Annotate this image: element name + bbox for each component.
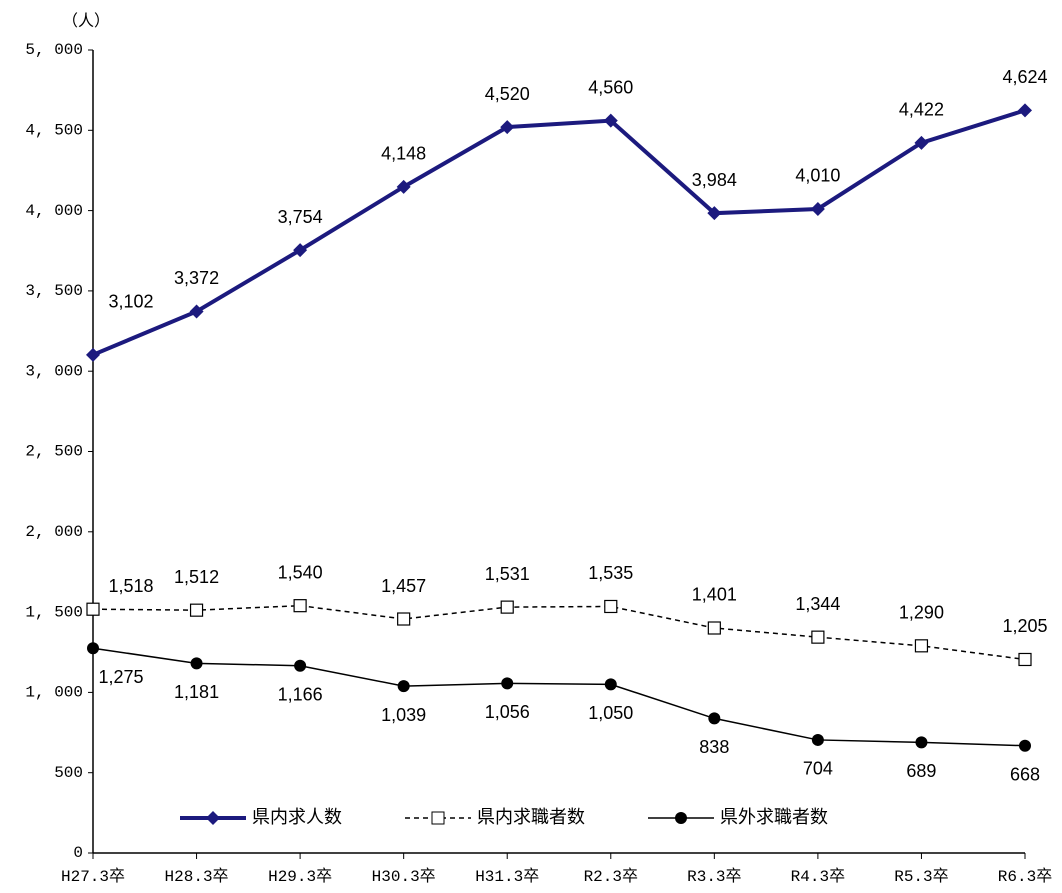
data-point <box>501 677 514 690</box>
data-point <box>189 304 204 319</box>
x-tick-label: H31.3卒 <box>475 867 539 886</box>
legend-marker <box>431 811 445 825</box>
series-line <box>92 647 1026 747</box>
data-point <box>811 630 825 644</box>
data-point <box>397 680 410 693</box>
x-tick-label: R5.3卒 <box>894 867 948 886</box>
y-tick-label: 4, 000 <box>25 202 83 220</box>
data-point <box>1018 652 1032 667</box>
data-point <box>293 599 307 613</box>
legend-label: 県外求職者数 <box>720 807 828 827</box>
data-point <box>1019 739 1031 752</box>
y-tick-label: 3, 500 <box>25 282 83 300</box>
data-label: 704 <box>803 759 833 779</box>
data-label: 689 <box>906 761 936 781</box>
data-point <box>190 657 203 670</box>
data-point <box>396 179 411 194</box>
data-label: 1,050 <box>588 703 633 723</box>
y-tick-label: 2, 000 <box>25 523 83 541</box>
data-label: 1,531 <box>485 564 530 584</box>
legend-label: 県内求人数 <box>252 807 342 827</box>
data-label: 1,056 <box>485 702 530 722</box>
y-tick-label: 5, 000 <box>25 41 83 59</box>
data-point <box>810 201 825 216</box>
data-label: 4,624 <box>1002 67 1047 87</box>
data-point <box>293 243 308 258</box>
data-label: 3,754 <box>278 207 323 227</box>
y-tick-label: 0 <box>73 844 83 862</box>
data-point <box>708 712 721 725</box>
x-tick-label: R3.3卒 <box>687 867 741 886</box>
y-tick-label: 500 <box>54 764 83 782</box>
data-point <box>603 113 618 128</box>
y-tick-label: 1, 000 <box>25 684 83 702</box>
data-label: 1,275 <box>98 667 143 687</box>
x-tick-label: R4.3卒 <box>791 867 845 886</box>
data-label: 4,560 <box>588 77 633 97</box>
data-point <box>915 736 928 749</box>
y-unit-label: （人） <box>62 12 110 31</box>
data-point <box>604 599 618 614</box>
data-label: 3,984 <box>692 170 737 190</box>
y-tick-label: 1, 500 <box>25 603 83 621</box>
y-tick-label: 2, 500 <box>25 443 83 461</box>
y-tick-label: 3, 000 <box>25 362 83 380</box>
data-point <box>500 600 514 614</box>
data-point <box>86 602 100 616</box>
x-tick-label: H27.3卒 <box>61 867 125 886</box>
series-line <box>92 604 1026 661</box>
legend-marker <box>675 812 687 824</box>
data-label: 4,148 <box>381 144 426 164</box>
data-point <box>500 120 515 135</box>
legend-marker <box>206 811 220 825</box>
data-label: 4,520 <box>485 84 530 104</box>
data-point <box>397 612 411 626</box>
data-label: 4,422 <box>899 100 944 120</box>
x-tick-label: R2.3卒 <box>584 867 638 886</box>
data-label: 1,540 <box>278 562 323 582</box>
data-label: 838 <box>699 737 729 757</box>
data-point <box>1018 103 1032 118</box>
x-tick-label: H29.3卒 <box>268 867 332 886</box>
x-tick-label: R6.3卒 <box>998 867 1052 886</box>
data-point <box>914 135 929 150</box>
x-tick-label: H28.3卒 <box>165 867 229 886</box>
data-label: 668 <box>1010 764 1040 784</box>
y-tick-label: 4, 500 <box>25 122 83 140</box>
data-label: 4,010 <box>795 166 840 186</box>
data-label: 1,039 <box>381 705 426 725</box>
data-label: 1,535 <box>588 563 633 583</box>
data-label: 1,290 <box>899 603 944 623</box>
legend-label: 県内求職者数 <box>477 807 585 827</box>
data-label: 1,401 <box>692 585 737 605</box>
data-point <box>87 642 99 655</box>
data-point <box>294 659 307 672</box>
data-label: 1,457 <box>381 576 426 596</box>
data-label: 3,372 <box>174 268 219 288</box>
data-point <box>914 639 929 653</box>
data-point <box>604 678 617 691</box>
data-label: 1,512 <box>174 567 219 587</box>
data-point <box>707 621 721 635</box>
data-label: 1,344 <box>795 594 840 614</box>
x-tick-label: H30.3卒 <box>372 867 436 886</box>
data-point <box>707 206 722 221</box>
data-label: 1,166 <box>278 684 323 704</box>
data-label: 3,102 <box>108 292 153 312</box>
data-point <box>811 733 824 746</box>
data-label: 1,205 <box>1002 616 1047 636</box>
data-point <box>86 347 100 362</box>
data-label: 1,518 <box>108 576 153 596</box>
data-label: 1,181 <box>174 682 219 702</box>
series-line <box>92 108 1026 357</box>
data-point <box>189 603 204 617</box>
